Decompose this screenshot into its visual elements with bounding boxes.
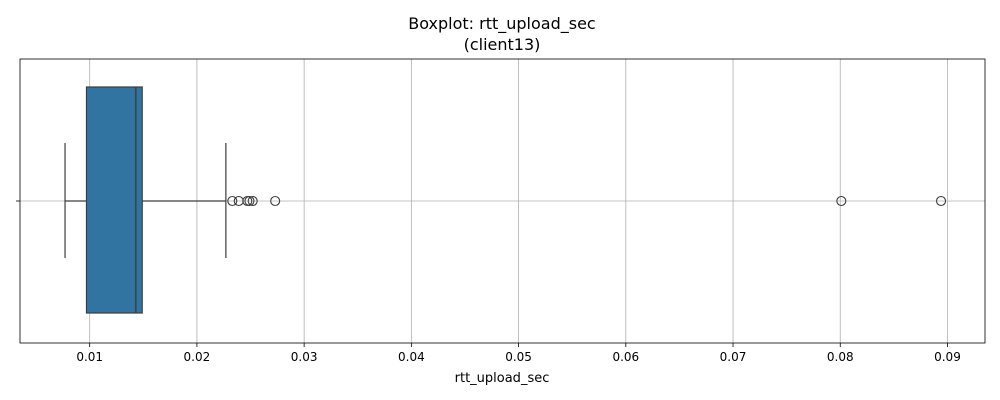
plot-frame <box>19 58 986 344</box>
outlier-point <box>270 195 281 207</box>
iqr-box <box>85 86 143 314</box>
x-tick-label: 0.07 <box>720 350 747 364</box>
outlier-point <box>227 195 238 207</box>
chart-title: Boxplot: rtt_upload_sec <box>408 14 595 34</box>
x-tick-label: 0.03 <box>291 350 318 364</box>
outlier-point <box>836 195 847 207</box>
tick-layer: 0.01 0.02 0.03 0.04 0.05 0.06 0.07 0.08 0.09 <box>16 200 961 364</box>
x-tick-label: 0.09 <box>934 350 961 364</box>
x-tick-label: 0.04 <box>398 350 425 364</box>
x-tick-label: 0.06 <box>612 350 639 364</box>
chart-subtitle: (client13) <box>464 35 541 54</box>
x-tick-label: 0.01 <box>76 350 103 364</box>
x-tick-label: 0.08 <box>827 350 854 364</box>
outlier-point <box>247 195 258 207</box>
x-tick-label: 0.02 <box>184 350 211 364</box>
plot-layer <box>64 86 947 314</box>
outlier-point <box>935 195 947 207</box>
x-tick-label: 0.05 <box>505 350 532 364</box>
outlier-point <box>244 195 255 207</box>
x-axis-label: rtt_upload_sec <box>455 371 550 386</box>
